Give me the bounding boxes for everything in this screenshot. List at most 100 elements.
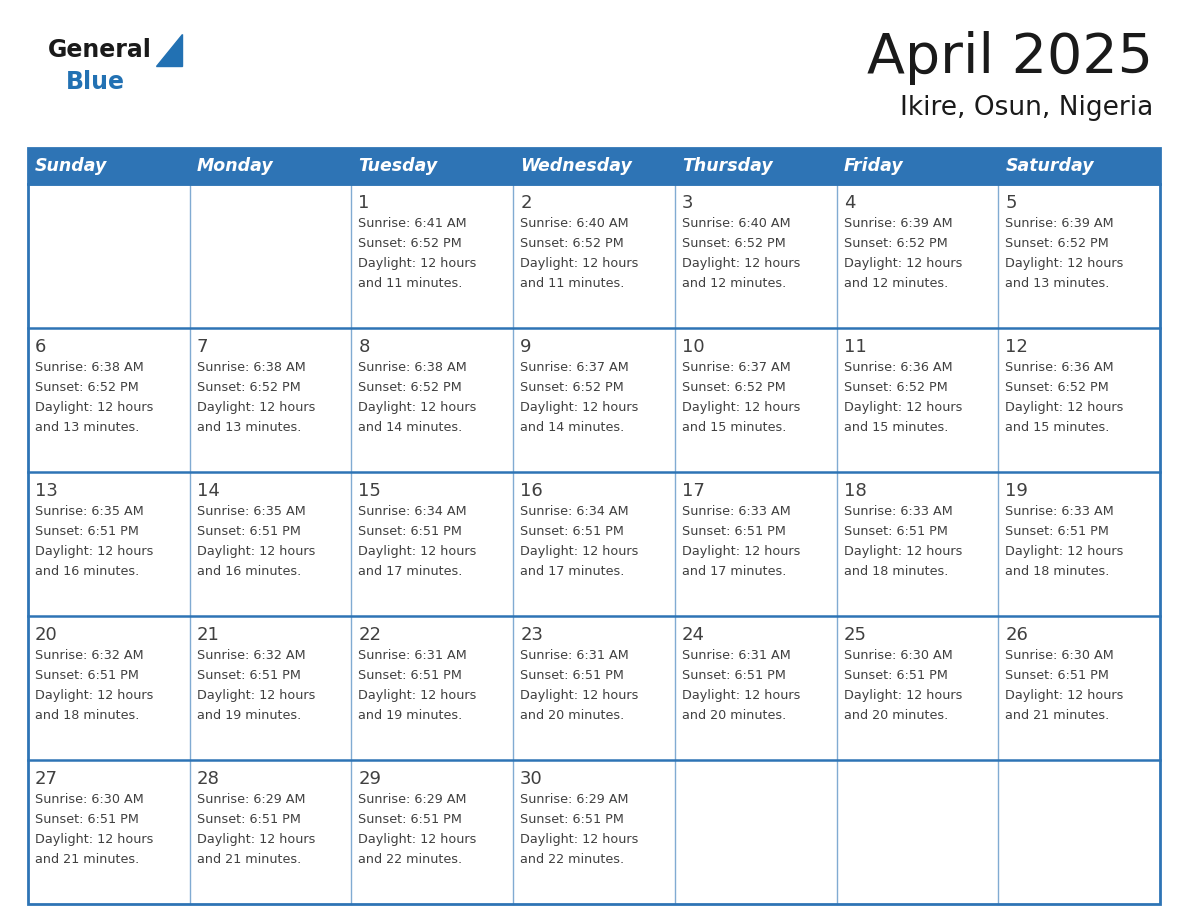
Text: 30: 30 bbox=[520, 770, 543, 788]
Text: and 14 minutes.: and 14 minutes. bbox=[520, 421, 625, 434]
Text: 6: 6 bbox=[34, 338, 46, 356]
Text: Monday: Monday bbox=[197, 157, 273, 175]
Text: 24: 24 bbox=[682, 626, 704, 644]
Text: Daylight: 12 hours: Daylight: 12 hours bbox=[34, 545, 153, 558]
Text: and 13 minutes.: and 13 minutes. bbox=[197, 421, 301, 434]
Bar bbox=[836, 472, 998, 616]
Bar bbox=[29, 148, 1159, 904]
Text: and 16 minutes.: and 16 minutes. bbox=[34, 565, 139, 578]
Text: Sunset: 6:51 PM: Sunset: 6:51 PM bbox=[843, 525, 948, 538]
Text: Daylight: 12 hours: Daylight: 12 hours bbox=[34, 401, 153, 414]
Text: 13: 13 bbox=[34, 482, 58, 500]
Text: and 21 minutes.: and 21 minutes. bbox=[1005, 709, 1110, 722]
Text: Sunset: 6:52 PM: Sunset: 6:52 PM bbox=[359, 237, 462, 250]
Text: Sunset: 6:51 PM: Sunset: 6:51 PM bbox=[1005, 669, 1110, 682]
Text: and 15 minutes.: and 15 minutes. bbox=[682, 421, 786, 434]
Bar bbox=[675, 472, 836, 616]
Text: Daylight: 12 hours: Daylight: 12 hours bbox=[1005, 689, 1124, 702]
Bar bbox=[675, 328, 836, 472]
Text: and 17 minutes.: and 17 minutes. bbox=[682, 565, 786, 578]
Text: 28: 28 bbox=[197, 770, 220, 788]
Text: Sunrise: 6:38 AM: Sunrise: 6:38 AM bbox=[359, 361, 467, 374]
Bar bbox=[998, 616, 1159, 760]
Bar bbox=[513, 328, 675, 472]
Bar bbox=[513, 184, 675, 328]
Bar bbox=[190, 616, 352, 760]
Text: and 18 minutes.: and 18 minutes. bbox=[34, 709, 139, 722]
Bar bbox=[513, 148, 675, 184]
Text: and 17 minutes.: and 17 minutes. bbox=[359, 565, 463, 578]
Bar bbox=[513, 472, 675, 616]
Text: Sunrise: 6:30 AM: Sunrise: 6:30 AM bbox=[1005, 649, 1114, 662]
Text: and 22 minutes.: and 22 minutes. bbox=[520, 853, 624, 866]
Text: 12: 12 bbox=[1005, 338, 1028, 356]
Bar bbox=[836, 328, 998, 472]
Text: Daylight: 12 hours: Daylight: 12 hours bbox=[682, 545, 801, 558]
Text: Daylight: 12 hours: Daylight: 12 hours bbox=[843, 689, 962, 702]
Bar bbox=[998, 760, 1159, 904]
Text: 22: 22 bbox=[359, 626, 381, 644]
Bar bbox=[675, 148, 836, 184]
Text: 18: 18 bbox=[843, 482, 866, 500]
Text: Sunset: 6:51 PM: Sunset: 6:51 PM bbox=[682, 525, 785, 538]
Text: and 20 minutes.: and 20 minutes. bbox=[520, 709, 625, 722]
Text: Sunset: 6:51 PM: Sunset: 6:51 PM bbox=[34, 669, 139, 682]
Bar bbox=[352, 184, 513, 328]
Text: Daylight: 12 hours: Daylight: 12 hours bbox=[520, 545, 638, 558]
Text: and 14 minutes.: and 14 minutes. bbox=[359, 421, 462, 434]
Text: Daylight: 12 hours: Daylight: 12 hours bbox=[520, 833, 638, 846]
Text: Sunrise: 6:37 AM: Sunrise: 6:37 AM bbox=[520, 361, 628, 374]
Polygon shape bbox=[156, 34, 182, 66]
Text: and 15 minutes.: and 15 minutes. bbox=[1005, 421, 1110, 434]
Text: Wednesday: Wednesday bbox=[520, 157, 632, 175]
Text: 3: 3 bbox=[682, 194, 694, 212]
Text: Sunset: 6:51 PM: Sunset: 6:51 PM bbox=[682, 669, 785, 682]
Text: Sunrise: 6:29 AM: Sunrise: 6:29 AM bbox=[520, 793, 628, 806]
Text: Sunset: 6:51 PM: Sunset: 6:51 PM bbox=[843, 669, 948, 682]
Bar bbox=[513, 760, 675, 904]
Text: Sunrise: 6:30 AM: Sunrise: 6:30 AM bbox=[34, 793, 144, 806]
Text: Daylight: 12 hours: Daylight: 12 hours bbox=[843, 545, 962, 558]
Text: Sunrise: 6:34 AM: Sunrise: 6:34 AM bbox=[359, 505, 467, 518]
Text: 19: 19 bbox=[1005, 482, 1028, 500]
Bar bbox=[190, 472, 352, 616]
Text: 23: 23 bbox=[520, 626, 543, 644]
Text: Sunset: 6:52 PM: Sunset: 6:52 PM bbox=[359, 381, 462, 394]
Bar bbox=[513, 616, 675, 760]
Text: Sunrise: 6:32 AM: Sunrise: 6:32 AM bbox=[197, 649, 305, 662]
Text: and 16 minutes.: and 16 minutes. bbox=[197, 565, 301, 578]
Text: Sunrise: 6:39 AM: Sunrise: 6:39 AM bbox=[843, 217, 953, 230]
Text: Daylight: 12 hours: Daylight: 12 hours bbox=[843, 257, 962, 270]
Text: Sunset: 6:51 PM: Sunset: 6:51 PM bbox=[197, 525, 301, 538]
Text: Daylight: 12 hours: Daylight: 12 hours bbox=[520, 257, 638, 270]
Text: Daylight: 12 hours: Daylight: 12 hours bbox=[359, 257, 476, 270]
Text: 9: 9 bbox=[520, 338, 532, 356]
Text: Daylight: 12 hours: Daylight: 12 hours bbox=[34, 833, 153, 846]
Text: and 12 minutes.: and 12 minutes. bbox=[843, 277, 948, 290]
Bar bbox=[352, 616, 513, 760]
Text: Daylight: 12 hours: Daylight: 12 hours bbox=[359, 833, 476, 846]
Text: Sunset: 6:51 PM: Sunset: 6:51 PM bbox=[359, 525, 462, 538]
Text: Sunrise: 6:30 AM: Sunrise: 6:30 AM bbox=[843, 649, 953, 662]
Text: Sunset: 6:52 PM: Sunset: 6:52 PM bbox=[843, 237, 947, 250]
Text: Sunrise: 6:33 AM: Sunrise: 6:33 AM bbox=[1005, 505, 1114, 518]
Text: Sunrise: 6:36 AM: Sunrise: 6:36 AM bbox=[843, 361, 953, 374]
Text: Sunset: 6:51 PM: Sunset: 6:51 PM bbox=[359, 669, 462, 682]
Text: and 20 minutes.: and 20 minutes. bbox=[843, 709, 948, 722]
Text: Sunset: 6:52 PM: Sunset: 6:52 PM bbox=[197, 381, 301, 394]
Text: Daylight: 12 hours: Daylight: 12 hours bbox=[682, 257, 801, 270]
Bar bbox=[29, 148, 190, 184]
Text: Daylight: 12 hours: Daylight: 12 hours bbox=[1005, 401, 1124, 414]
Bar bbox=[836, 616, 998, 760]
Text: Sunset: 6:52 PM: Sunset: 6:52 PM bbox=[34, 381, 139, 394]
Text: 26: 26 bbox=[1005, 626, 1028, 644]
Text: 2: 2 bbox=[520, 194, 532, 212]
Text: Sunrise: 6:38 AM: Sunrise: 6:38 AM bbox=[197, 361, 305, 374]
Bar bbox=[29, 760, 190, 904]
Text: Sunrise: 6:31 AM: Sunrise: 6:31 AM bbox=[520, 649, 628, 662]
Text: Sunset: 6:51 PM: Sunset: 6:51 PM bbox=[520, 669, 624, 682]
Text: Daylight: 12 hours: Daylight: 12 hours bbox=[34, 689, 153, 702]
Text: Daylight: 12 hours: Daylight: 12 hours bbox=[197, 833, 315, 846]
Text: 11: 11 bbox=[843, 338, 866, 356]
Text: Daylight: 12 hours: Daylight: 12 hours bbox=[359, 545, 476, 558]
